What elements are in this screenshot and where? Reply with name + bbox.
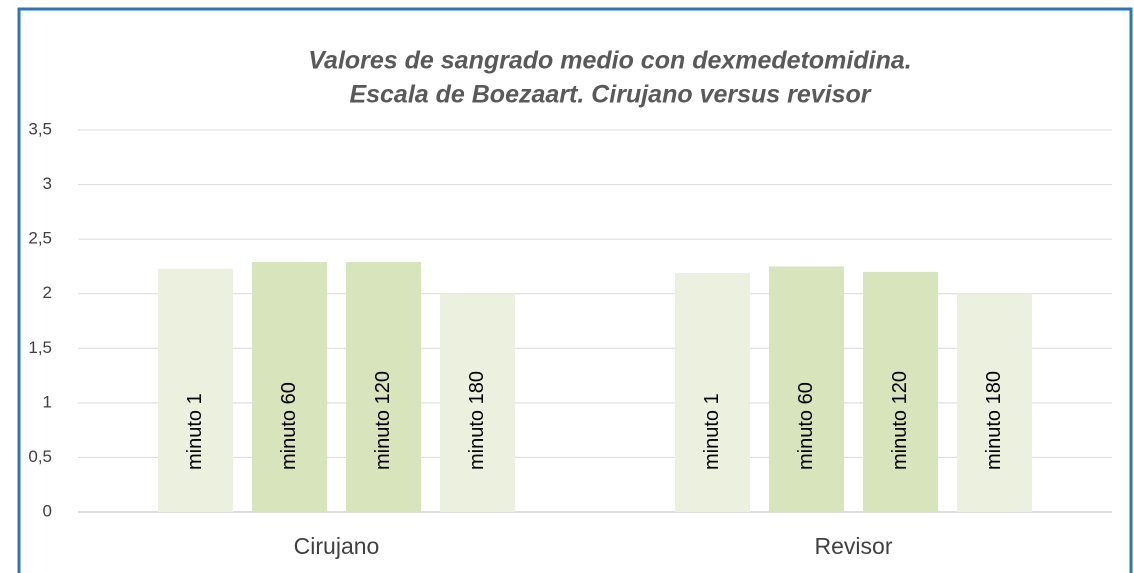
- bar-label: minuto 60: [278, 382, 300, 470]
- bar-label: minuto 180: [466, 371, 488, 470]
- bar-label: minuto 60: [795, 382, 817, 470]
- bar-label: minuto 1: [184, 393, 206, 470]
- chart-title: Escala de Boezaart. Cirujano versus revi…: [349, 81, 871, 109]
- y-tick-label: 0: [43, 501, 52, 520]
- bar: [957, 293, 1032, 512]
- y-tick-label: 1: [43, 392, 52, 411]
- y-tick-label: 1,5: [28, 338, 52, 357]
- bar: [346, 262, 421, 512]
- frame: [17, 7, 1133, 573]
- x-tick-label: Revisor: [815, 533, 893, 559]
- y-tick-label: 2: [43, 283, 52, 302]
- y-tick-label: 2,5: [28, 229, 52, 248]
- chart-title: Valores de sangrado medio con dexmedetom…: [308, 47, 911, 75]
- bar: [252, 262, 327, 512]
- bar-label: minuto 120: [889, 371, 911, 470]
- y-tick-label: 0,5: [28, 447, 52, 466]
- bar-label: minuto 180: [983, 371, 1005, 470]
- bar: [769, 266, 844, 512]
- x-tick-label: Cirujano: [294, 533, 380, 559]
- bar: [675, 272, 750, 512]
- y-tick-label: 3: [43, 174, 52, 193]
- bar: [863, 271, 938, 512]
- y-tick-label: 3,5: [28, 119, 52, 138]
- bar: [158, 268, 233, 512]
- bar-label: minuto 120: [372, 371, 394, 470]
- bar: [440, 293, 515, 512]
- bar-label: minuto 1: [701, 393, 723, 470]
